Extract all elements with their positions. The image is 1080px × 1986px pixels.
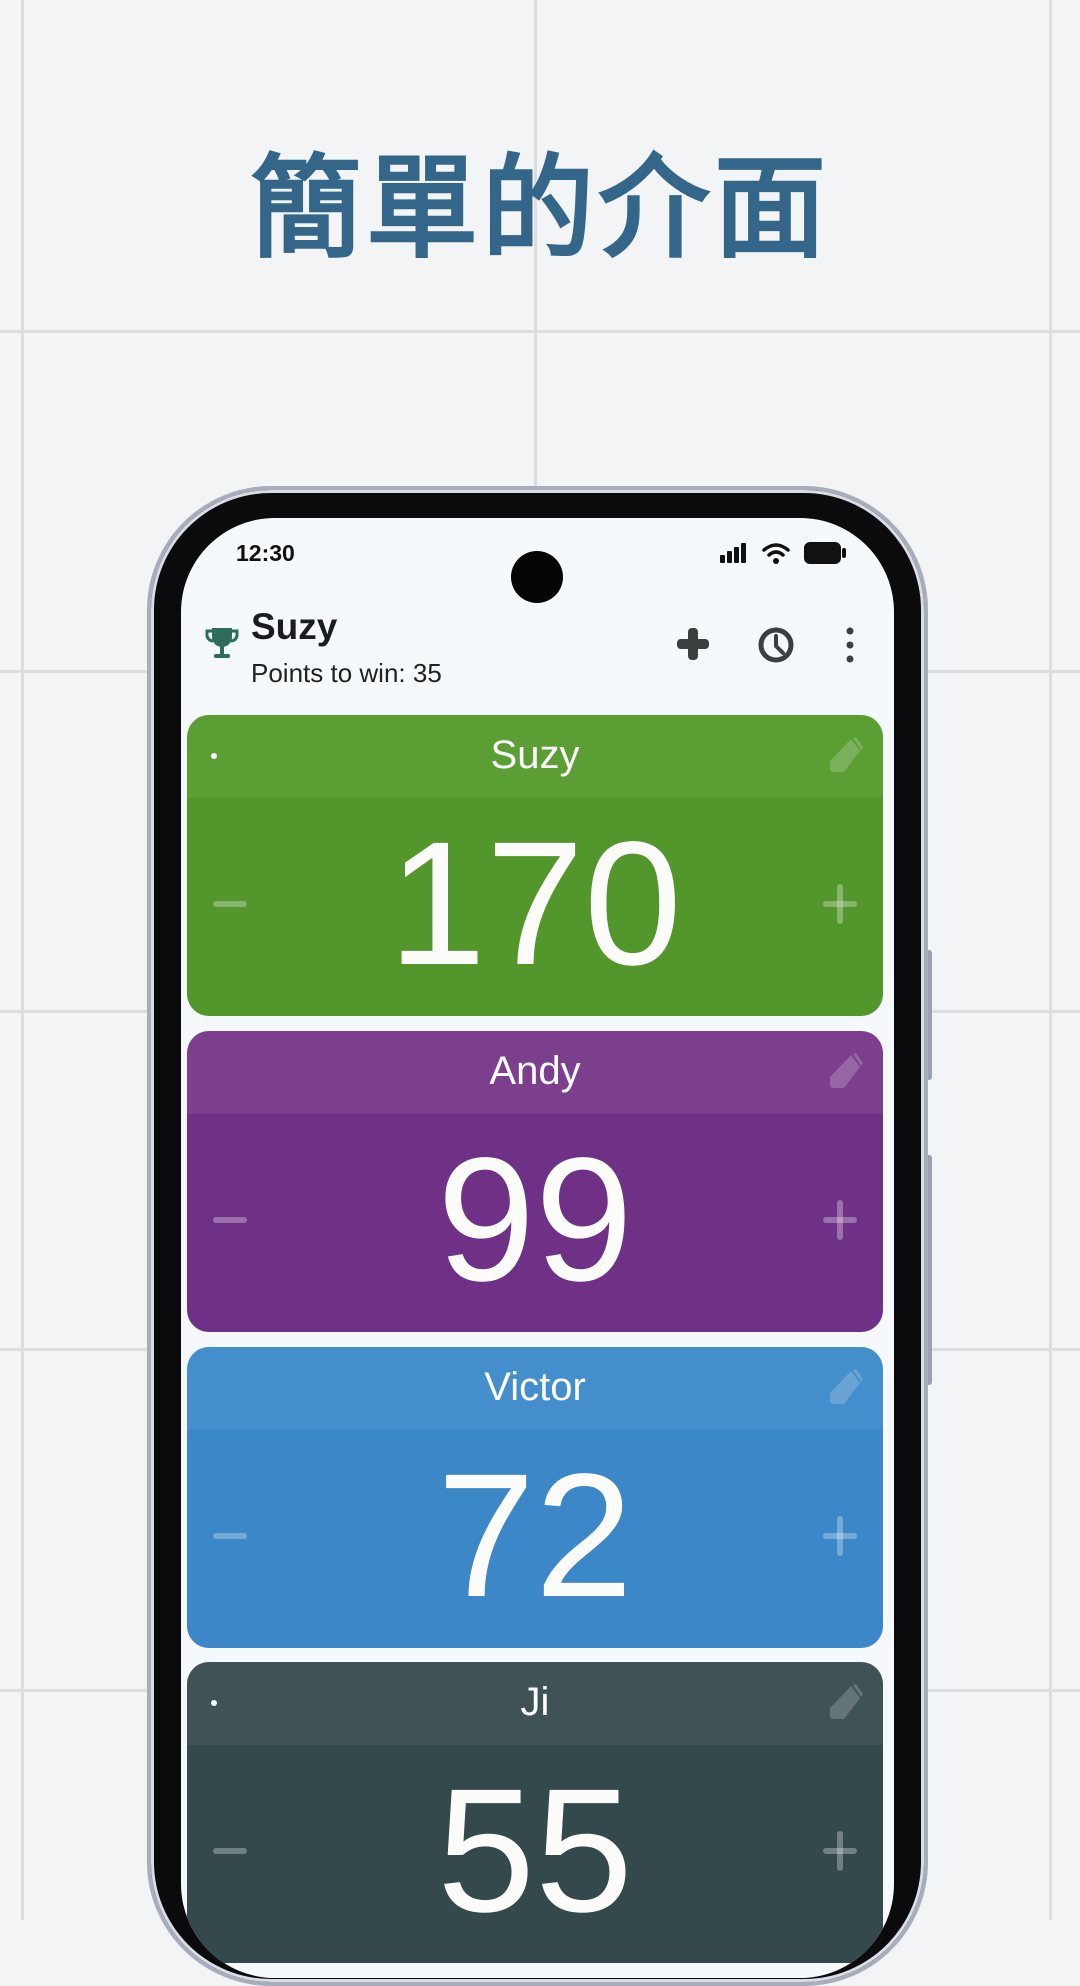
edit-icon[interactable] <box>829 1053 863 1089</box>
player-card[interactable]: Suzy 170 <box>187 715 883 1016</box>
edit-icon[interactable] <box>829 737 863 773</box>
player-card[interactable]: Victor 72 <box>187 1347 883 1648</box>
decrement-button[interactable] <box>213 901 247 907</box>
player-score: 72 <box>437 1438 633 1634</box>
leader-dot <box>211 753 217 759</box>
camera-cutout <box>511 551 563 603</box>
add-player-icon[interactable] <box>675 626 711 662</box>
player-card-body: 99 <box>187 1114 883 1332</box>
status-time: 12:30 <box>236 540 295 566</box>
points-to-win: Points to win: 35 <box>251 658 442 688</box>
player-card-header: Ji <box>187 1662 883 1745</box>
leader-name: Suzy <box>251 606 338 647</box>
player-name[interactable]: Victor <box>484 1365 586 1409</box>
grid-line <box>1049 0 1052 1920</box>
increment-button[interactable] <box>823 1829 857 1873</box>
more-vert-icon[interactable] <box>843 626 857 664</box>
volume-button <box>926 950 932 1080</box>
edit-icon[interactable] <box>829 1369 863 1405</box>
headline: 簡單的介面 <box>250 144 830 274</box>
increment-button[interactable] <box>823 1198 857 1242</box>
player-score: 55 <box>437 1753 633 1949</box>
decrement-button[interactable] <box>213 1217 247 1223</box>
player-score: 170 <box>388 806 682 1002</box>
status-icons <box>720 542 846 564</box>
player-score: 99 <box>437 1122 633 1318</box>
player-card[interactable]: Ji 55 <box>187 1662 883 1963</box>
player-card-body: 55 <box>187 1745 883 1963</box>
phone-screen: 12:30 Suzy Points to win: 35 Suzy 170 An… <box>181 518 894 1978</box>
grid-line <box>0 330 1080 333</box>
power-button <box>926 1155 932 1385</box>
player-card-header: Suzy <box>187 715 883 798</box>
signal-icon <box>720 543 746 563</box>
wifi-icon <box>762 543 790 564</box>
edit-icon[interactable] <box>829 1684 863 1720</box>
player-card[interactable]: Andy 99 <box>187 1031 883 1332</box>
player-name[interactable]: Suzy <box>490 733 580 777</box>
player-name[interactable]: Ji <box>520 1680 550 1724</box>
decrement-button[interactable] <box>213 1848 247 1854</box>
player-card-body: 72 <box>187 1430 883 1648</box>
leader-dot <box>211 1700 217 1706</box>
history-icon[interactable] <box>757 626 795 664</box>
grid-line <box>21 0 24 1920</box>
trophy-icon <box>205 628 239 658</box>
decrement-button[interactable] <box>213 1533 247 1539</box>
player-card-body: 170 <box>187 798 883 1016</box>
increment-button[interactable] <box>823 1514 857 1558</box>
player-name[interactable]: Andy <box>489 1049 581 1093</box>
player-card-header: Victor <box>187 1347 883 1430</box>
increment-button[interactable] <box>823 882 857 926</box>
player-card-header: Andy <box>187 1031 883 1114</box>
battery-icon <box>804 542 846 564</box>
